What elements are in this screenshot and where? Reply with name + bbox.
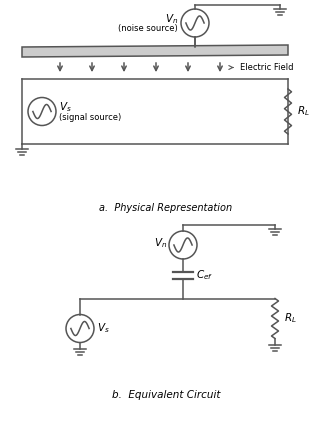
Text: a.  Physical Representation: a. Physical Representation [100,203,232,213]
Text: Electric Field: Electric Field [229,63,293,72]
Text: $R_L$: $R_L$ [284,312,297,325]
Text: $R_L$: $R_L$ [297,104,310,118]
Text: $V_s$: $V_s$ [97,321,110,335]
Text: $V_s$: $V_s$ [59,101,72,114]
Text: b.  Equivalent Circuit: b. Equivalent Circuit [112,390,220,400]
Text: (noise source): (noise source) [118,24,178,33]
Text: $C_{ef}$: $C_{ef}$ [196,268,213,282]
Text: $V_n$: $V_n$ [154,236,167,250]
Text: (signal source): (signal source) [59,113,121,122]
Text: $V_n$: $V_n$ [165,12,178,26]
Polygon shape [22,45,288,57]
